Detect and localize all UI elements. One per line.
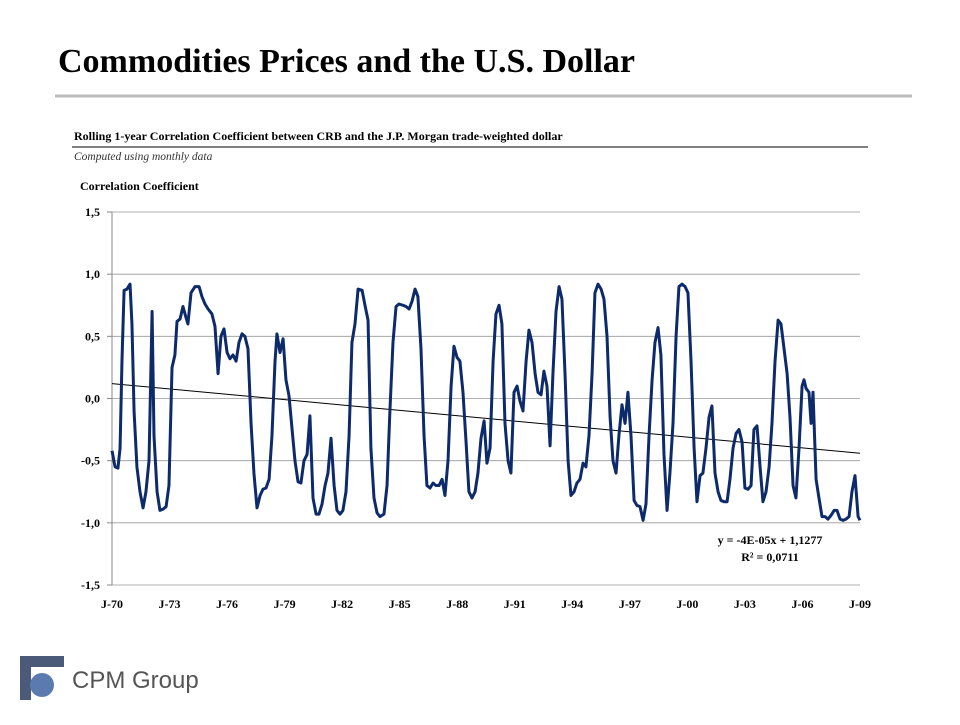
y-tick-label: 0,5 [85, 329, 100, 343]
x-tick-label: J-97 [619, 597, 641, 611]
y-tick-label: -1,5 [81, 578, 100, 592]
x-tick-label: J-88 [446, 597, 468, 611]
trend-equation: y = -4E-05x + 1,1277 [718, 533, 823, 547]
x-tick-label: J-82 [331, 597, 353, 611]
logo-text: CPM Group [72, 667, 199, 694]
x-tick-label: J-76 [216, 597, 238, 611]
r-squared: R² = 0,0711 [741, 550, 798, 564]
x-tick-label: J-00 [676, 597, 698, 611]
y-tick-label: 1,5 [85, 205, 100, 219]
x-tick-label: J-03 [734, 597, 756, 611]
y-tick-label: -1,0 [81, 516, 100, 530]
x-tick-label: J-79 [274, 597, 296, 611]
chart-note: Computed using monthly data [74, 151, 213, 163]
x-tick-label: J-91 [504, 597, 526, 611]
x-tick-label: J-09 [849, 597, 871, 611]
x-tick-label: J-70 [101, 597, 123, 611]
y-tick-label: -0,5 [81, 454, 100, 468]
logo: CPM Group [20, 656, 199, 700]
x-tick-label: J-85 [389, 597, 411, 611]
x-tick-label: J-73 [159, 597, 181, 611]
y-axis-label: Correlation Coefficient [80, 179, 199, 193]
x-tick-label: J-94 [561, 597, 583, 611]
logo-globe [30, 673, 54, 697]
data-line [110, 282, 862, 522]
chart-subtitle: Rolling 1-year Correlation Coefficient b… [74, 129, 563, 143]
y-tick-label: 0,0 [85, 392, 100, 406]
x-tick-label: J-06 [791, 597, 813, 611]
y-tick-label: 1,0 [85, 267, 100, 281]
slide-title: Commodities Prices and the U.S. Dollar [58, 43, 635, 80]
